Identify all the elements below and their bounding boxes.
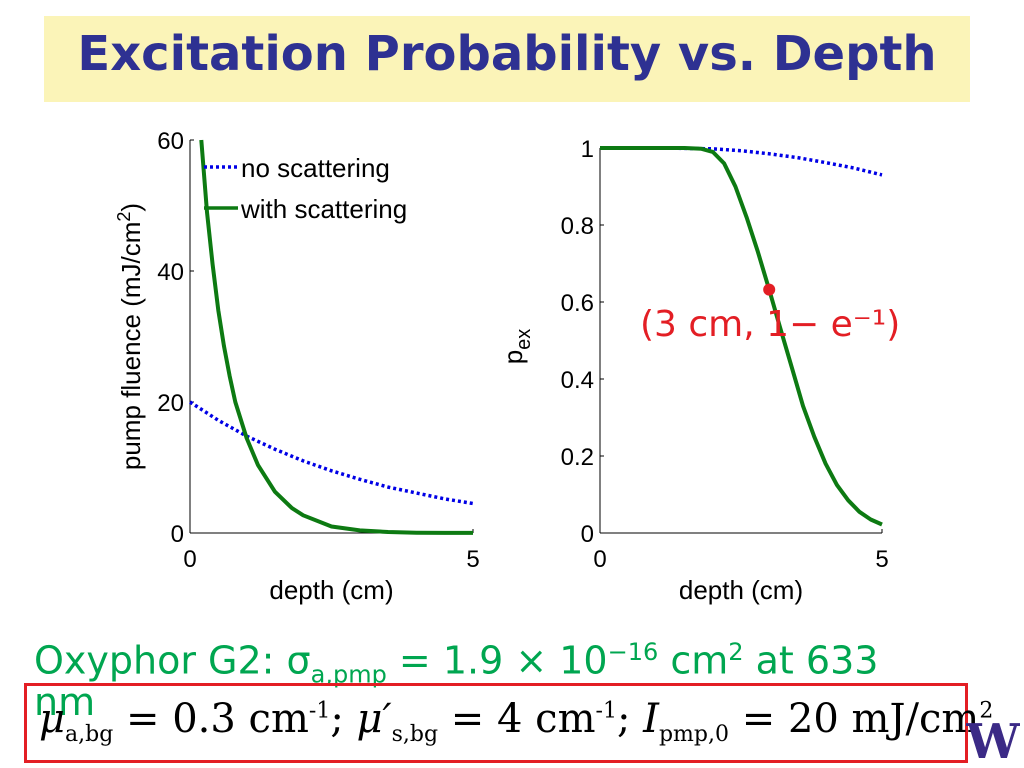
x-tick-label: 0: [593, 546, 606, 573]
series-line-with-scattering: [199, 139, 473, 535]
y-tick-label: 40: [157, 259, 184, 286]
right-ticks: 0 5 0 0.2 0.4 0.6 0.8 1: [561, 136, 889, 573]
y-tick-label: 0.6: [561, 290, 594, 317]
right-x-axis-label: depth (cm): [679, 575, 803, 605]
highlight-point: [763, 283, 776, 296]
x-tick-label: 5: [466, 546, 479, 573]
oxyphor-line-tail: nm: [34, 680, 96, 724]
y-tick-label: 20: [157, 390, 184, 417]
y-tick-label: 60: [157, 128, 184, 155]
right-y-axis-label: pex: [498, 329, 535, 365]
right-series: [600, 146, 883, 527]
parameters-box: μa,bg = 0.3 cm-1; μ′s,bg = 4 cm-1; Ipmp,…: [24, 683, 993, 763]
legend-label-with-scattering: with scattering: [240, 194, 407, 224]
legend: no scattering with scattering: [204, 153, 407, 224]
y-tick-label: 1: [581, 136, 594, 163]
y-tick-label: 0.8: [561, 213, 594, 240]
y-tick-label: 0.2: [561, 444, 594, 471]
left-series: [189, 139, 474, 535]
series-line-no-scattering: [189, 400, 474, 506]
y-tick-label: 0: [171, 521, 184, 548]
page-title: Excitation Probability vs. Depth: [77, 26, 937, 82]
left-chart: 0 5 0 20 40 60 depth (cm) pump fluence (mJ/cm…: [114, 128, 480, 605]
svg-text:W: W: [966, 716, 1020, 764]
parameters-equation: μa,bg = 0.3 cm-1; μ′s,bg = 4 cm-1; Ipmp,…: [39, 696, 994, 747]
x-tick-label: 5: [875, 546, 888, 573]
uw-w-logo-icon: W: [966, 716, 1020, 764]
point-annotation: (3 cm, 1− e⁻¹): [640, 304, 900, 345]
oxyphor-line: Oxyphor G2: σa,pmp = 1.9 × 10−16 cm2 at …: [34, 638, 879, 689]
series-line-no-scattering: [600, 146, 883, 177]
left-ticks: 0 5 0 20 40 60: [157, 128, 479, 573]
series-line-with-scattering: [600, 146, 883, 527]
left-x-axis-label: depth (cm): [269, 575, 393, 605]
y-tick-label: 0.4: [561, 367, 594, 394]
y-tick-label: 0: [581, 521, 594, 548]
left-y-axis-label: pump fluence (mJ/cm2): [114, 203, 146, 470]
legend-label-no-scattering: no scattering: [241, 153, 390, 183]
x-tick-label: 0: [183, 546, 196, 573]
title-banner: Excitation Probability vs. Depth: [44, 16, 970, 102]
right-chart: 0 5 0 0.2 0.4 0.6 0.8 1 depth (cm) pex (3 cm, 1…: [498, 136, 900, 605]
